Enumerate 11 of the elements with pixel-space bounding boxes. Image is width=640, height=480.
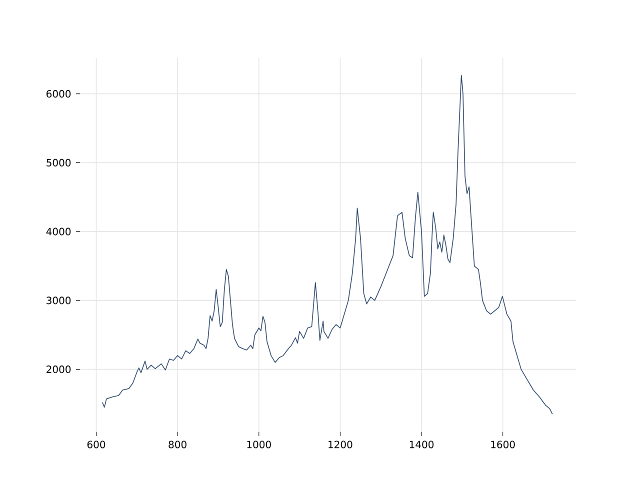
y-tick-label: 4000	[46, 228, 71, 236]
x-tick-label: 800	[168, 440, 186, 448]
y-tick-label: 3000	[46, 296, 71, 304]
y-tick-label: 2000	[46, 366, 71, 374]
x-tick-label: 1200	[328, 440, 352, 448]
x-tick-label: 1600	[491, 440, 515, 448]
x-tick-label: 1400	[410, 440, 434, 448]
x-tick-label: 600	[87, 440, 106, 448]
y-tick-label: 6000	[46, 90, 71, 98]
x-tick-label: 1000	[247, 440, 271, 448]
y-tick-label: 5000	[46, 158, 71, 166]
